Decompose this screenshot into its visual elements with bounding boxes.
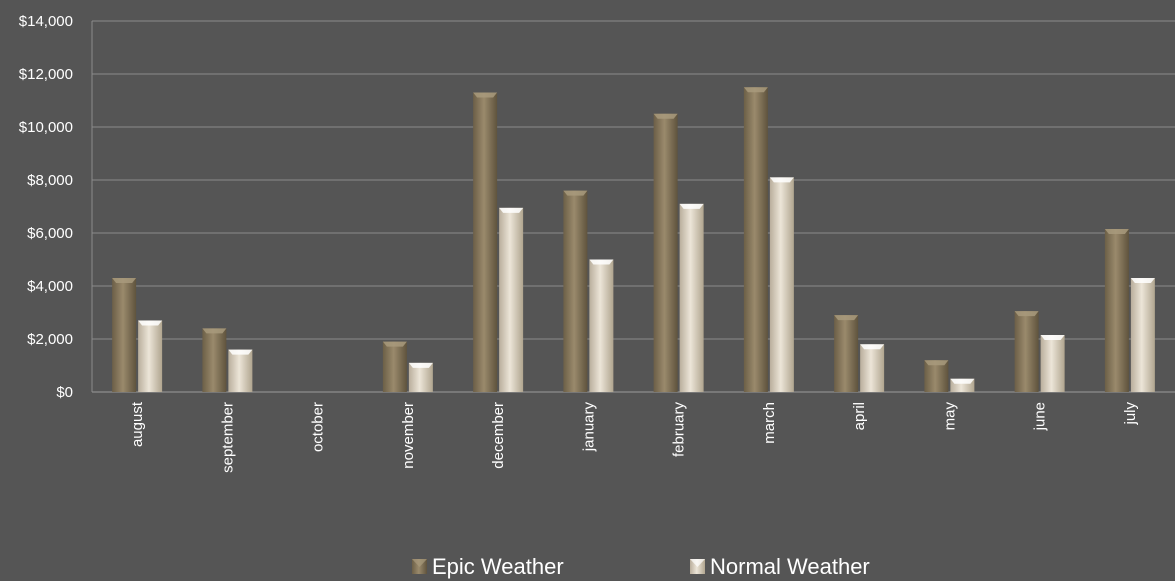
legend-label: Epic Weather <box>432 554 564 579</box>
bar-normal-weather <box>679 203 704 392</box>
x-tick-label: october <box>310 402 327 452</box>
y-tick-label: $12,000 <box>19 66 73 83</box>
bar <box>1130 278 1155 392</box>
bar-epic-weather <box>473 92 498 393</box>
bar-bevel <box>1040 335 1065 341</box>
bar-normal-weather <box>1130 278 1155 392</box>
legend-label: Normal Weather <box>710 554 870 579</box>
bar <box>1014 311 1039 392</box>
bar <box>769 177 794 392</box>
bar-bevel <box>473 92 498 98</box>
bar-normal-weather <box>499 207 524 392</box>
bar <box>112 278 137 392</box>
bar <box>653 113 678 392</box>
bar-bevel <box>860 344 885 350</box>
bar-bevel <box>653 113 678 119</box>
bar-bevel <box>499 207 524 213</box>
bar-normal-weather <box>1040 335 1065 392</box>
bar-bevel <box>950 378 975 384</box>
y-tick-label: $2,000 <box>27 331 73 348</box>
bar <box>138 320 163 392</box>
bar-bevel <box>834 315 859 321</box>
x-tick-label: february <box>671 402 688 458</box>
bar-normal-weather <box>408 362 433 392</box>
bar-normal-weather <box>769 177 794 392</box>
y-tick-label: $14,000 <box>19 13 73 30</box>
legend-swatch-bevel <box>412 559 427 567</box>
bar-normal-weather <box>860 344 885 392</box>
y-tick-label: $0 <box>56 384 73 401</box>
bar <box>202 328 227 392</box>
bar <box>563 190 588 392</box>
bar <box>499 207 524 392</box>
bar <box>473 92 498 393</box>
bar-epic-weather <box>924 360 949 392</box>
bar <box>228 349 253 392</box>
bar-bevel <box>924 360 949 366</box>
y-tick-label: $6,000 <box>27 225 73 242</box>
bar-bevel <box>679 203 704 209</box>
bar <box>1040 335 1065 392</box>
bar-epic-weather <box>743 87 768 392</box>
bar-bevel <box>769 177 794 183</box>
bar <box>1104 229 1129 392</box>
x-tick-label: december <box>490 402 507 469</box>
bar-epic-weather <box>563 190 588 392</box>
bar <box>589 259 614 392</box>
bar-bevel <box>138 320 163 326</box>
y-axis-tick-labels: $14,000 $12,000 $10,000 $8,000 $6,000 $4,000 $… <box>19 13 73 401</box>
bar-epic-weather <box>1104 229 1129 392</box>
legend-item: Normal Weather <box>690 554 870 579</box>
bar <box>860 344 885 392</box>
legend-item: Epic Weather <box>412 554 564 579</box>
bar <box>924 360 949 392</box>
legend-swatch-bevel <box>690 559 705 567</box>
legend: Epic Weather Normal Weather <box>412 554 870 579</box>
bar-normal-weather <box>228 349 253 392</box>
bar-epic-weather <box>382 341 407 392</box>
bar-bevel <box>408 362 433 368</box>
bar-bevel <box>228 349 253 355</box>
bar-epic-weather <box>202 328 227 392</box>
bar <box>382 341 407 392</box>
bar-bevel <box>563 190 588 196</box>
gridlines <box>91 20 1175 393</box>
y-tick-label: $10,000 <box>19 119 73 136</box>
bars <box>112 87 1155 393</box>
x-tick-label: july <box>1122 402 1139 426</box>
bar-bevel <box>382 341 407 347</box>
bar <box>834 315 859 392</box>
x-tick-label: may <box>941 402 958 431</box>
bar-bevel <box>1014 311 1039 317</box>
y-tick-label: $8,000 <box>27 172 73 189</box>
x-tick-label: november <box>400 402 417 469</box>
bar-bevel <box>112 278 137 284</box>
bar-bevel <box>589 259 614 265</box>
bar-normal-weather <box>589 259 614 392</box>
bar-epic-weather <box>834 315 859 392</box>
x-tick-label: january <box>580 402 597 453</box>
bar-epic-weather <box>653 113 678 392</box>
x-tick-label: august <box>129 401 146 447</box>
x-axis-tick-labels: august september october november december ja… <box>129 401 1139 473</box>
y-tick-label: $4,000 <box>27 278 73 295</box>
bar-bevel <box>202 328 227 334</box>
bar-bevel <box>1130 278 1155 284</box>
x-tick-label: june <box>1032 402 1049 431</box>
x-tick-label: march <box>761 402 778 444</box>
bar-normal-weather <box>138 320 163 392</box>
bar-epic-weather <box>112 278 137 392</box>
bar-bevel <box>1104 229 1129 235</box>
bar <box>679 203 704 392</box>
bar-bevel <box>743 87 768 93</box>
bar-normal-weather <box>950 378 975 392</box>
x-tick-label: april <box>851 402 868 430</box>
bar <box>743 87 768 392</box>
bar-epic-weather <box>1014 311 1039 392</box>
x-tick-label: september <box>219 402 236 473</box>
